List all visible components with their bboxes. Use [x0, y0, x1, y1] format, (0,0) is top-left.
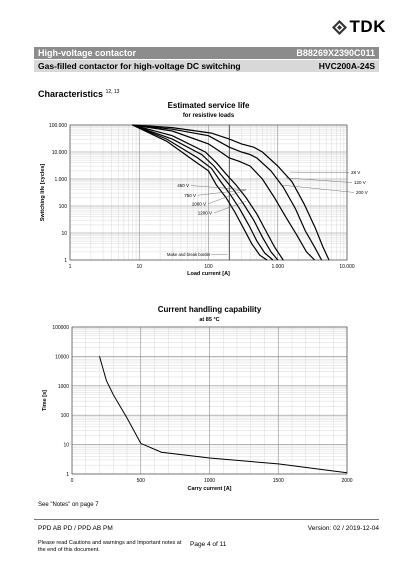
header-band: High-voltage contactor B88269X2390C011: [34, 47, 379, 59]
x-tick-label: 10.000: [339, 264, 355, 270]
y-tick-label: 100000: [52, 325, 69, 331]
y-tick-label: 10000: [55, 354, 69, 360]
subheader-band: Gas-filled contactor for high-voltage DC…: [34, 60, 379, 72]
x-tick-label: 100: [204, 264, 213, 270]
footer-version: Version: 02 / 2019-12-04: [307, 525, 379, 532]
x-tick-label: 1000: [204, 478, 215, 484]
x-tick-label: 2000: [341, 478, 352, 484]
series-label: 200 V: [356, 190, 368, 195]
chart-title: Current handling capability: [158, 305, 262, 314]
product-subtitle: Gas-filled contactor for high-voltage DC…: [38, 61, 241, 71]
footer-caution-note: Please read Cautions and warnings and Im…: [38, 540, 182, 553]
x-axis-title: Load current [A]: [187, 271, 230, 277]
product-type: HVC200A-24S: [318, 61, 375, 71]
series-line-450v: [132, 124, 284, 261]
series-line-1200v: [132, 124, 268, 261]
y-tick-label: 1: [64, 258, 67, 264]
chart-title: Estimated service life: [168, 101, 250, 110]
footer-department: PPD AB PD / PPD AB PM: [38, 525, 113, 532]
series-label-leader: [197, 189, 247, 196]
series-label: 1200 V: [198, 211, 212, 216]
make-break-label: Make and break border: [167, 252, 211, 257]
x-tick-label: 1500: [273, 478, 284, 484]
y-tick-label: 100: [61, 413, 70, 419]
plot-frame: [71, 326, 348, 475]
x-tick-label: 1.000: [271, 264, 284, 270]
x-axis-title: Carry current [A]: [187, 486, 231, 492]
current-capability-chart: Current handling capability at 85 °C 0 500 1…: [42, 305, 353, 492]
series-line-200v: [132, 124, 316, 261]
x-tick-label: 1: [69, 264, 72, 270]
chart-subtitle: at 85 °C: [199, 317, 219, 323]
service-life-chart: Estimated service life for resistive load…: [40, 101, 368, 277]
x-tick-label: 500: [137, 478, 146, 484]
series-label-leader: [289, 171, 350, 173]
footer-divider: [34, 519, 379, 520]
series-label-leader: [280, 184, 355, 193]
series-label-leader: [285, 177, 353, 183]
series-label-leader: [213, 201, 247, 214]
series-label: 120 V: [354, 180, 366, 185]
y-tick-label: 1.000: [54, 177, 67, 183]
series-line-28v: [132, 124, 330, 261]
section-refs: 12, 13: [105, 89, 120, 95]
product-title: High-voltage contactor: [38, 48, 137, 58]
section-title-text: Characteristics: [38, 89, 104, 99]
page-number: Page 4 of 11: [190, 541, 227, 548]
y-tick-label: 100: [59, 204, 68, 210]
y-tick-label: 1: [66, 472, 69, 478]
series-line-1000v: [132, 124, 274, 261]
section-title: Characteristics 12, 13: [38, 89, 119, 99]
plot-frame: [69, 124, 348, 261]
series-line-120v: [132, 124, 323, 261]
y-tick-label: 10: [61, 231, 67, 237]
capability-curve: [99, 356, 348, 474]
chart-subtitle: for resistive loads: [183, 113, 235, 119]
tdk-logo: TDK: [331, 17, 386, 37]
y-tick-label: 10: [63, 443, 69, 449]
x-tick-label: 10: [136, 264, 142, 270]
series-label: 750 V: [184, 193, 196, 198]
logo-text: TDK: [349, 17, 386, 36]
series-label: 1000 V: [192, 201, 206, 206]
y-axis-title: Switching life [cycles]: [40, 164, 46, 222]
series-label: 28 V: [351, 170, 360, 175]
series-line-750v: [132, 124, 279, 261]
notes-reference: See "Notes" on page 7: [38, 502, 99, 508]
y-tick-label: 10.000: [52, 150, 68, 156]
y-axis-title: Time [s]: [42, 390, 48, 411]
series-label: 450 V: [177, 183, 189, 188]
y-tick-label: 100.000: [49, 123, 67, 129]
series-label-leader: [207, 189, 247, 205]
x-tick-label: 0: [71, 478, 74, 484]
y-tick-label: 1000: [58, 384, 69, 390]
series-label-leader: [190, 185, 247, 190]
order-code: B88269X2390C011: [296, 48, 375, 58]
tdk-logo-icon: [331, 19, 347, 35]
